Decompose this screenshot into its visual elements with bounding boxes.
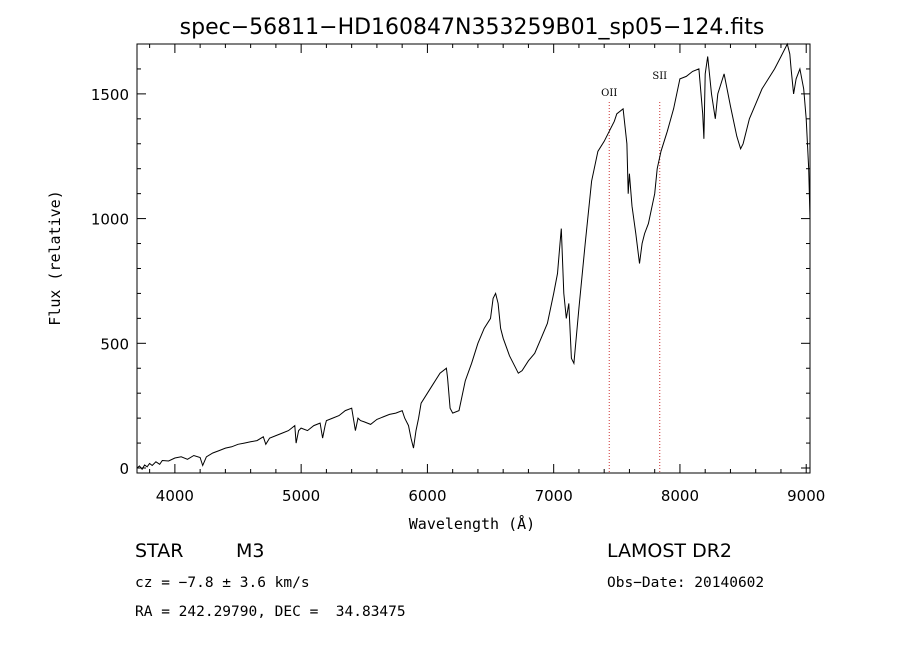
object-type: STAR bbox=[135, 540, 184, 562]
x-tick-label: 7000 bbox=[535, 487, 573, 505]
plot-frame bbox=[136, 43, 811, 474]
x-tick-label: 5000 bbox=[282, 487, 320, 505]
y-tick-label: 500 bbox=[100, 335, 129, 353]
x-axis-label: Wavelength (Å) bbox=[409, 514, 535, 533]
chart-title: spec−56811−HD160847N353259B01_sp05−124.f… bbox=[180, 15, 765, 40]
spectrum-line bbox=[136, 42, 811, 471]
sky-coordinates: RA = 242.29790, DEC = 34.83475 bbox=[135, 604, 406, 620]
x-tick-label: 4000 bbox=[156, 487, 194, 505]
redshift-cz: cz = −7.8 ± 3.6 km/s bbox=[135, 575, 310, 591]
y-tick-label: 0 bbox=[119, 460, 129, 478]
y-tick-label: 1000 bbox=[91, 211, 129, 229]
y-axis-label: Flux (relative) bbox=[46, 190, 64, 325]
line-marker-label: OII bbox=[601, 88, 617, 99]
x-tick-label: 9000 bbox=[787, 487, 825, 505]
x-tick-label: 6000 bbox=[408, 487, 446, 505]
observation-date: Obs−Date: 20140602 bbox=[607, 575, 765, 591]
x-tick-label: 8000 bbox=[661, 487, 699, 505]
y-tick-label: 1500 bbox=[91, 86, 129, 104]
object-subclass: M3 bbox=[236, 540, 265, 562]
survey-name: LAMOST DR2 bbox=[607, 540, 732, 562]
line-marker-label: SII bbox=[652, 71, 667, 82]
